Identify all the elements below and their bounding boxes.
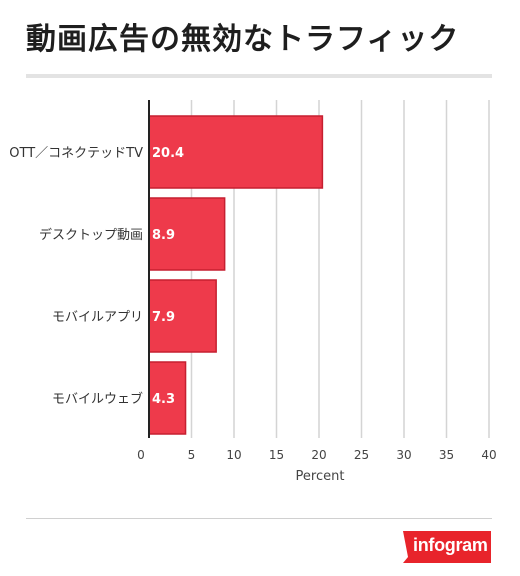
category-label: モバイルアプリ bbox=[52, 310, 143, 325]
x-tick-label: 0 bbox=[137, 448, 145, 462]
title-divider bbox=[26, 74, 492, 78]
category-label: デスクトップ動画 bbox=[39, 227, 143, 243]
bar-data-label: 8.9 bbox=[152, 228, 175, 243]
x-tick-label: 40 bbox=[481, 448, 496, 462]
bar-data-label: 7.9 bbox=[152, 310, 175, 325]
bar bbox=[148, 197, 226, 271]
infogram-logo-badge[interactable] bbox=[403, 531, 491, 563]
category-label: OTT／コネクテッドTV bbox=[9, 146, 143, 161]
bar bbox=[148, 361, 187, 435]
bars: 20.4 8.9 7.9 4.3 bbox=[148, 115, 324, 435]
x-tick-label: 25 bbox=[354, 448, 369, 462]
logo-flag-shape bbox=[403, 531, 491, 563]
x-tick-label: 10 bbox=[226, 448, 241, 462]
x-tick-label: 20 bbox=[311, 448, 326, 462]
bar-data-label: 4.3 bbox=[152, 392, 175, 407]
x-axis-title: Percent bbox=[296, 469, 345, 484]
x-tick-labels: 0 5 10 15 20 25 30 35 40 bbox=[137, 448, 496, 462]
bar-data-label: 20.4 bbox=[152, 146, 184, 161]
category-label: モバイルウェブ bbox=[52, 391, 143, 407]
x-tick-label: 30 bbox=[396, 448, 411, 462]
footer-divider bbox=[26, 518, 492, 519]
x-tick-label: 5 bbox=[188, 448, 196, 462]
bar bbox=[148, 115, 324, 189]
x-tick-label: 15 bbox=[269, 448, 284, 462]
x-tick-label: 35 bbox=[439, 448, 454, 462]
chart-title: 動画広告の無効なトラフィック bbox=[26, 22, 460, 57]
bar-chart: 20.4 8.9 7.9 4.3 OTT／コネクテッドTV デスクトップ動画モバイルアプ… bbox=[9, 100, 497, 484]
infogram-logo-text: infogram bbox=[413, 535, 488, 555]
